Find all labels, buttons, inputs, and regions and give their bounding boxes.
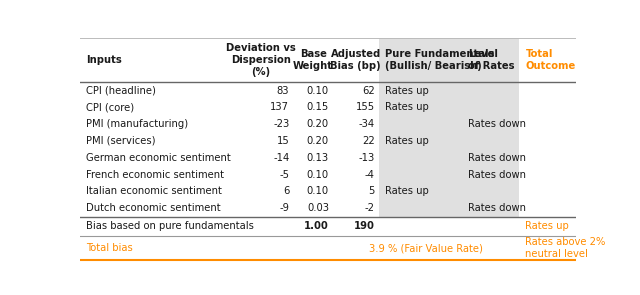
Text: 137: 137 — [270, 102, 289, 112]
Text: -5: -5 — [279, 170, 289, 180]
Text: Rates above 2%
neutral level: Rates above 2% neutral level — [525, 237, 606, 259]
Text: French economic sentiment: French economic sentiment — [86, 170, 224, 180]
Text: Rates down: Rates down — [468, 153, 526, 163]
Text: 190: 190 — [354, 221, 374, 231]
Text: Bias based on pure fundamentals: Bias based on pure fundamentals — [86, 221, 254, 231]
Text: 0.15: 0.15 — [307, 102, 329, 112]
Text: 0.10: 0.10 — [307, 170, 329, 180]
Text: 15: 15 — [276, 136, 289, 146]
Text: Pure Fundamentals
(Bullish/ Bearish): Pure Fundamentals (Bullish/ Bearish) — [385, 49, 494, 71]
Text: Dutch economic sentiment: Dutch economic sentiment — [86, 203, 221, 213]
Text: 0.10: 0.10 — [307, 186, 329, 196]
Text: Total
Outcome: Total Outcome — [525, 49, 575, 71]
Text: Deviation vs
Dispersion
(%): Deviation vs Dispersion (%) — [226, 42, 296, 77]
Text: PMI (services): PMI (services) — [86, 136, 156, 146]
Text: 6: 6 — [283, 186, 289, 196]
Text: German economic sentiment: German economic sentiment — [86, 153, 230, 163]
Text: -13: -13 — [358, 153, 374, 163]
Text: Adjusted
Bias (bp): Adjusted Bias (bp) — [330, 49, 381, 71]
Text: CPI (core): CPI (core) — [86, 102, 134, 112]
Text: Rates up: Rates up — [385, 186, 428, 196]
Text: -23: -23 — [273, 119, 289, 129]
Text: 155: 155 — [355, 102, 374, 112]
Text: CPI (headline): CPI (headline) — [86, 86, 156, 96]
Text: -2: -2 — [365, 203, 374, 213]
Text: 0.10: 0.10 — [307, 86, 329, 96]
Text: 3.9 % (Fair Value Rate): 3.9 % (Fair Value Rate) — [369, 243, 483, 253]
Text: 22: 22 — [362, 136, 374, 146]
Text: 62: 62 — [362, 86, 374, 96]
Text: 0.20: 0.20 — [307, 119, 329, 129]
Text: 83: 83 — [277, 86, 289, 96]
Text: Italian economic sentiment: Italian economic sentiment — [86, 186, 222, 196]
Text: Rates up: Rates up — [525, 221, 569, 231]
Text: Rates down: Rates down — [468, 119, 526, 129]
Text: -9: -9 — [279, 203, 289, 213]
Text: Total bias: Total bias — [86, 243, 132, 253]
Text: 1.00: 1.00 — [304, 221, 329, 231]
Text: Base
Weight: Base Weight — [293, 49, 333, 71]
Text: Level
of Rates: Level of Rates — [468, 49, 515, 71]
Text: Rates up: Rates up — [385, 86, 428, 96]
Text: 5: 5 — [368, 186, 374, 196]
Text: Rates down: Rates down — [468, 203, 526, 213]
Text: 0.13: 0.13 — [307, 153, 329, 163]
Text: -34: -34 — [358, 119, 374, 129]
Text: PMI (manufacturing): PMI (manufacturing) — [86, 119, 188, 129]
Text: 0.20: 0.20 — [307, 136, 329, 146]
Text: 0.03: 0.03 — [307, 203, 329, 213]
Text: Rates down: Rates down — [468, 170, 526, 180]
Text: Rates up: Rates up — [385, 136, 428, 146]
Text: Inputs: Inputs — [86, 55, 122, 65]
Text: -14: -14 — [273, 153, 289, 163]
Text: -4: -4 — [365, 170, 374, 180]
Bar — [379, 37, 520, 217]
Text: Rates up: Rates up — [385, 102, 428, 112]
